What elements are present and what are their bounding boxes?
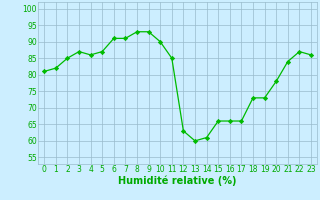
X-axis label: Humidité relative (%): Humidité relative (%)	[118, 176, 237, 186]
